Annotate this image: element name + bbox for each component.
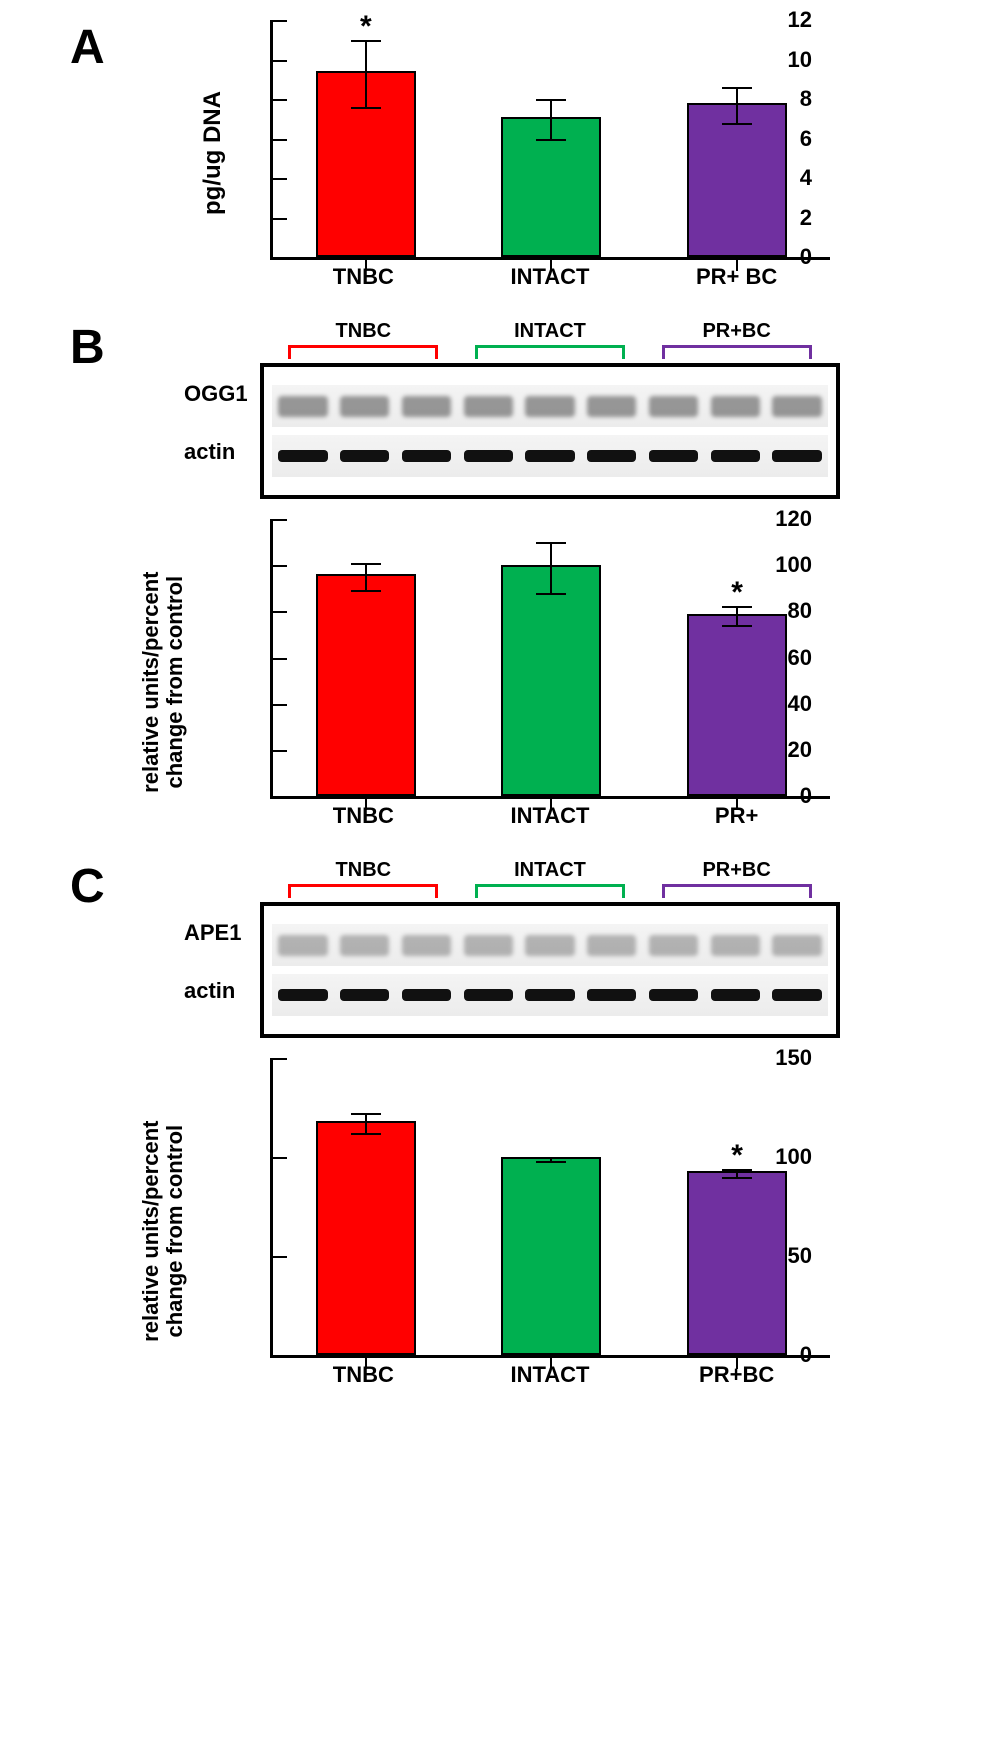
blot-band [278,989,327,1002]
blot-band [649,989,698,1002]
panel-a-label: A [70,20,105,75]
figure: A pg/ug DNA 024681012* TNBCINTACTPR+ BC … [0,0,990,1438]
panel-a: A pg/ug DNA 024681012* TNBCINTACTPR+ BC [20,20,970,290]
blot-band [587,989,636,1002]
bar [316,1121,416,1355]
blot-band [340,450,389,463]
panel-c: C TNBCINTACTPR+BC APE1actin relative uni… [20,859,970,1388]
significance-marker: * [360,10,372,44]
blot-header: TNBC [288,320,438,343]
blot-band [772,396,821,417]
blot-row-label: actin [184,439,235,465]
panel-c-ylabel: relative units/percentchange from contro… [139,1081,187,1381]
blot-band [525,450,574,463]
bar: * [687,614,787,796]
significance-marker: * [731,576,743,610]
blot-row-label: actin [184,978,235,1004]
blot-band [402,935,451,956]
bar [316,574,416,796]
panel-b: B TNBCINTACTPR+BC OGG1actin relative uni… [20,320,970,829]
panel-a-chart: pg/ug DNA 024681012* TNBCINTACTPR+ BC [200,20,970,290]
bar [501,565,601,796]
bar [501,1157,601,1355]
blot-band [464,989,513,1002]
blot-band [587,935,636,956]
blot-band [525,989,574,1002]
blot-band [711,396,760,417]
blot-band [711,989,760,1002]
blot-band [649,935,698,956]
blot-header: TNBC [288,859,438,882]
blot-band [587,450,636,463]
blot-band [711,450,760,463]
panel-b-ylabel: relative units/percentchange from contro… [139,532,187,832]
bracket [475,345,625,359]
blot-band [340,935,389,956]
blot-row-label: APE1 [184,920,241,946]
blot-band [464,396,513,417]
blot-band [587,396,636,417]
bar: * [687,1171,787,1355]
significance-marker: * [731,1139,743,1173]
blot-band [402,989,451,1002]
blot-band [278,396,327,417]
panel-c-chart: relative units/percentchange from contro… [200,1058,970,1388]
bar [687,103,787,257]
blot-band [525,396,574,417]
bracket [288,345,438,359]
bar [501,117,601,257]
blot-header: PR+BC [662,859,812,882]
blot-band [649,450,698,463]
bracket [662,345,812,359]
blot-band [402,396,451,417]
bracket [288,884,438,898]
blot-row-label: OGG1 [184,381,248,407]
blot-band [402,450,451,463]
bar: * [316,71,416,257]
blot-header: INTACT [475,320,625,343]
blot-header: PR+BC [662,320,812,343]
panel-c-blot: APE1actin [260,902,840,1038]
blot-band [711,935,760,956]
bracket [662,884,812,898]
blot-band [278,450,327,463]
blot-band [525,935,574,956]
blot-band [464,450,513,463]
blot-band [340,989,389,1002]
blot-band [772,450,821,463]
panel-b-chart: relative units/percentchange from contro… [200,519,970,829]
panel-a-ylabel: pg/ug DNA [199,53,227,253]
blot-band [340,396,389,417]
blot-band [278,935,327,956]
panel-b-label: B [70,320,105,375]
bracket [475,884,625,898]
blot-band [772,935,821,956]
blot-band [772,989,821,1002]
blot-band [464,935,513,956]
panel-c-label: C [70,859,105,914]
blot-band [649,396,698,417]
blot-header: INTACT [475,859,625,882]
panel-b-blot: OGG1actin [260,363,840,499]
